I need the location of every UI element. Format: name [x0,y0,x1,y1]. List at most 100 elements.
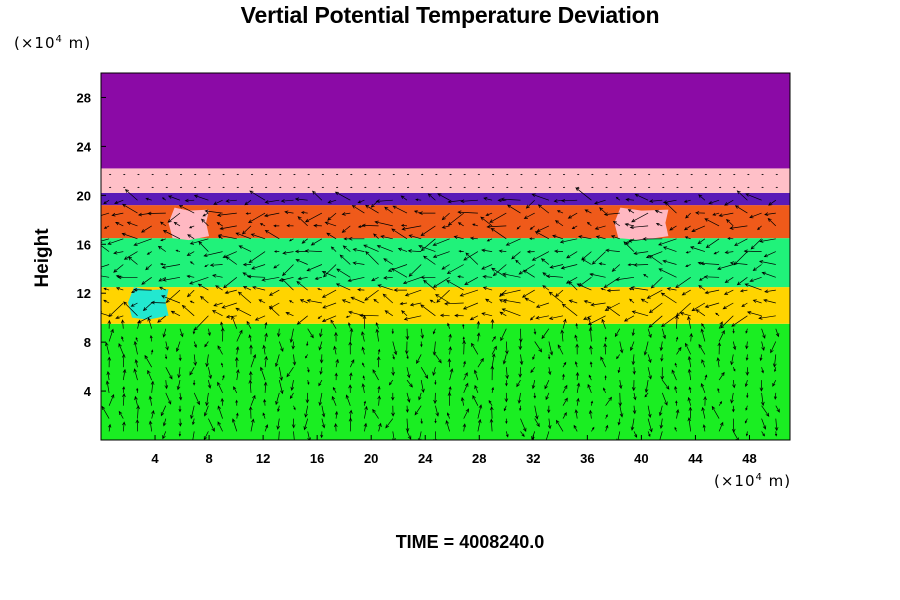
vector-arrow-987 [492,173,495,176]
vector-arrow-944 [563,186,566,189]
vector-arrow-796 [486,224,507,229]
x-tick-label-40: 40 [634,451,648,466]
vector-arrow-886 [415,198,422,202]
vector-arrow-50 [136,404,140,419]
vector-arrow-162 [361,383,366,393]
vector-arrow-733 [288,238,294,242]
vector-arrow-639 [306,264,323,272]
vector-arrow-710 [633,251,649,256]
vector-arrow-469 [623,315,635,322]
vector-arrow-18 [363,422,368,432]
vector-arrow-206 [307,380,310,385]
vector-arrow-579 [141,277,152,285]
vector-arrow-356 [392,341,398,356]
vector-arrow-299 [262,344,266,355]
vector-arrow-740 [380,235,393,240]
vector-arrow-747 [486,238,493,242]
vector-arrow-113 [345,394,351,406]
y-tick-label-4: 4 [84,384,92,399]
vector-arrow-360 [448,333,452,342]
vector-arrow-971 [265,173,268,176]
vector-arrow-116 [391,405,395,417]
vector-arrow-222 [531,380,536,390]
vector-arrow-49 [118,410,124,419]
vector-arrow-920 [222,186,225,189]
vector-arrow-985 [463,173,466,176]
vector-arrow-377 [689,332,693,342]
vector-arrow-95 [774,418,779,432]
y-tick-label-12: 12 [77,286,91,301]
vector-arrow-779 [259,223,266,227]
vector-arrow-759 [642,237,663,241]
vector-arrow-688 [330,246,337,252]
plot-frame [100,72,791,441]
vector-arrow-272 [562,361,567,368]
vector-arrow-894 [525,199,535,209]
vector-arrow-496 [322,302,337,309]
vector-arrow-433 [115,315,124,320]
vector-arrow-687 [304,249,322,253]
vector-arrow-427 [718,321,723,329]
vector-arrow-240 [107,356,112,368]
vector-arrow-935 [435,186,438,189]
vector-arrow-184 [674,385,678,393]
vector-arrow-550 [404,289,422,297]
vector-arrow-730 [235,232,252,240]
vector-arrow-601 [457,275,464,279]
vector-arrow-834 [351,205,365,214]
vector-arrow-589 [278,276,294,282]
vector-arrow-216 [449,368,454,381]
vector-arrow-11 [264,424,269,432]
vector-arrow-365 [518,341,523,351]
vector-arrow-71 [434,418,437,424]
vector-arrow-101 [178,405,182,413]
vector-arrow-394 [246,320,252,329]
vector-arrow-1000 [676,173,679,176]
vector-arrow-875 [249,190,266,201]
vector-arrow-382 [761,341,765,351]
vector-arrow-858 [695,211,705,215]
vector-arrow-729 [217,233,237,240]
vector-arrow-961 [123,173,126,176]
vector-arrow-1003 [719,173,722,176]
vector-arrow-518 [640,298,649,304]
vector-arrow-977 [350,173,353,176]
vector-arrow-892 [497,198,507,203]
vector-arrow-767 [759,238,776,243]
vector-arrow-250 [250,353,257,368]
vector-arrow-497 [341,299,351,304]
vector-arrow-345 [236,329,243,342]
vector-arrow-333 [745,354,749,361]
vector-arrow-878 [294,197,308,202]
vector-arrow-531 [133,287,152,292]
vector-arrow-919 [208,186,211,189]
vector-arrow-490 [237,291,252,304]
vector-arrow-5 [178,431,182,437]
vector-arrow-957 [747,186,750,189]
vector-arrow-982 [421,173,424,176]
vector-arrow-387 [147,317,153,329]
vector-arrow-265 [463,360,466,368]
vector-arrow-755 [595,235,606,240]
vector-arrow-654 [518,264,535,275]
vector-arrow-763 [705,238,720,249]
vector-arrow-597 [391,268,408,278]
vector-arrow-713 [685,251,691,254]
vector-arrow-953 [690,186,693,189]
vector-arrow-797 [516,225,521,230]
vector-arrow-183 [661,392,668,406]
vector-arrow-337 [121,336,124,342]
vector-arrow-873 [225,199,237,203]
vector-arrow-650 [465,252,479,265]
vector-arrow-270 [530,366,535,374]
vector-arrow-692 [376,244,393,252]
vector-arrow-443 [254,315,266,321]
vector-arrow-317 [519,354,524,366]
vector-arrow-263 [432,367,436,376]
vector-arrow-923 [265,186,268,189]
vector-arrow-813 [729,225,748,230]
vector-arrow-42 [702,424,706,432]
vector-arrow-86 [647,418,653,433]
vector-arrow-274 [589,361,593,368]
vector-arrow-822 [178,205,195,214]
